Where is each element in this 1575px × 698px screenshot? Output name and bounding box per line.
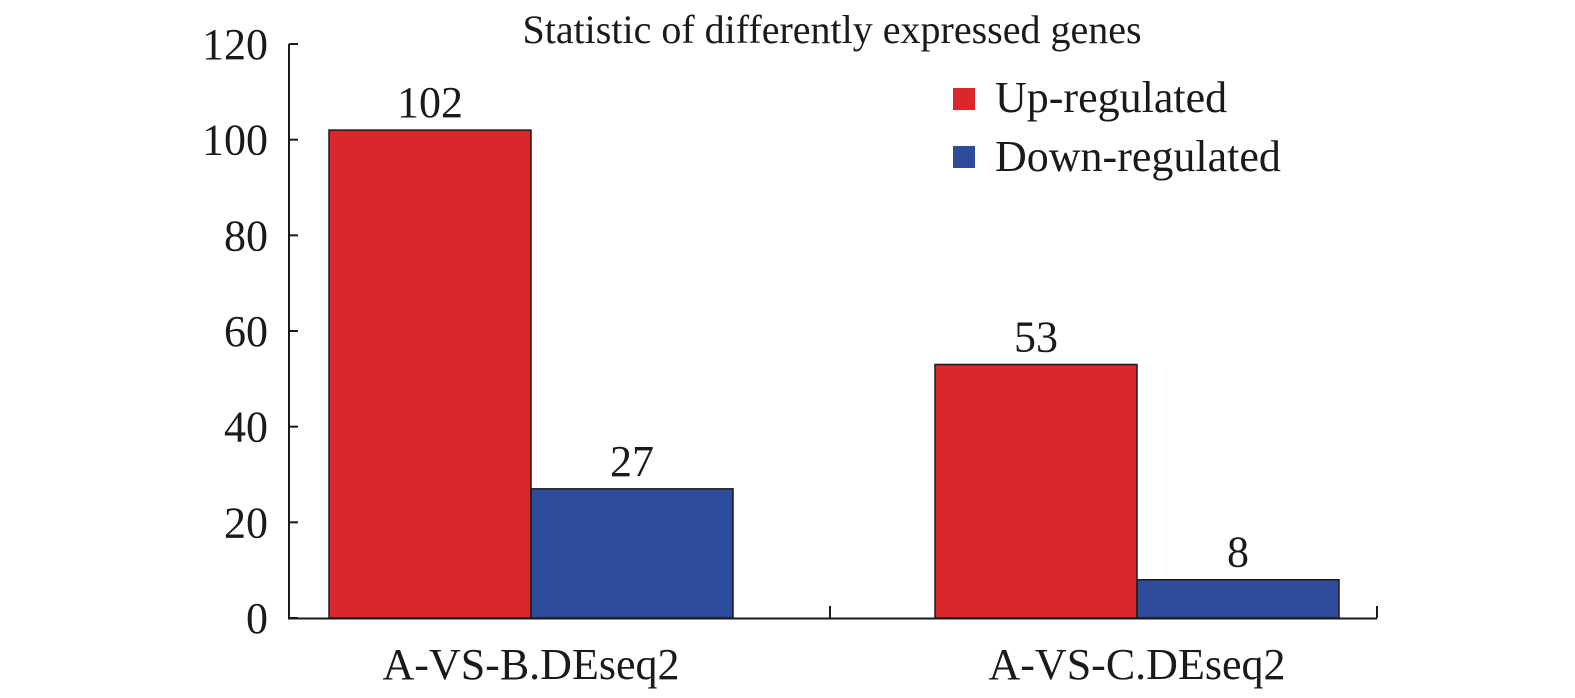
legend-swatch-down — [953, 146, 975, 168]
data-label: 102 — [397, 78, 463, 127]
category-labels: A-VS-B.DEseq2 A-VS-C.DEseq2 — [383, 640, 1286, 689]
y-tick-label: 120 — [202, 20, 268, 69]
bar-down-2 — [1136, 578, 1340, 619]
bars — [328, 129, 1340, 619]
x-category-label: A-VS-B.DEseq2 — [383, 640, 680, 689]
y-tick-label: 0 — [246, 594, 268, 643]
legend: Up-regulated Down-regulated — [953, 73, 1281, 181]
x-ticks — [829, 606, 1378, 618]
data-label: 27 — [610, 437, 654, 486]
data-label: 8 — [1227, 528, 1249, 577]
legend-label-down: Down-regulated — [995, 132, 1281, 181]
y-tick-label: 20 — [224, 498, 268, 547]
data-labels: 102 27 53 8 — [397, 78, 1249, 577]
bar-up-2 — [934, 363, 1138, 619]
bar-up-1 — [328, 129, 532, 619]
y-tick-label: 40 — [224, 403, 268, 452]
bar-down-1 — [530, 488, 734, 619]
y-tick-label: 60 — [224, 307, 268, 356]
y-tick-label: 80 — [224, 211, 268, 260]
x-category-label: A-VS-C.DEseq2 — [989, 640, 1286, 689]
legend-swatch-up — [953, 88, 975, 110]
y-ticks: 0 20 40 60 80 100 120 — [202, 20, 298, 643]
data-label: 53 — [1014, 312, 1058, 361]
y-tick-label: 100 — [202, 116, 268, 165]
legend-label-up: Up-regulated — [995, 73, 1227, 122]
chart-title: Statistic of differently expressed genes — [522, 7, 1141, 52]
